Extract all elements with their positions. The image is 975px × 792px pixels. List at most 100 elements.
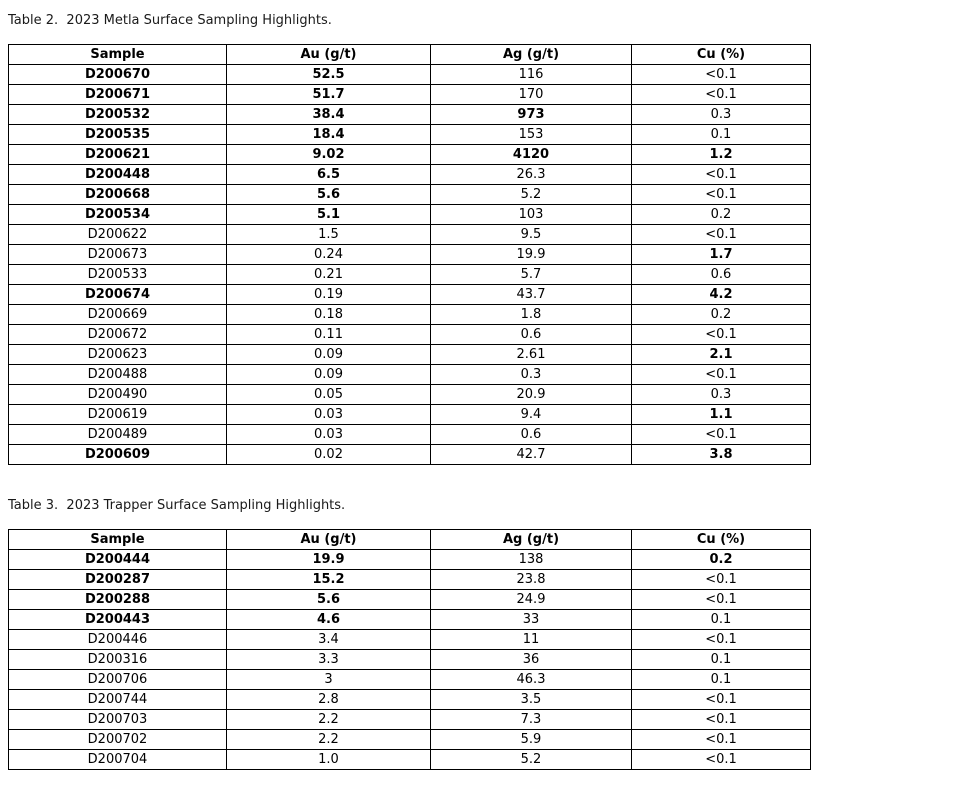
au-value-cell: 38.4 (226, 104, 431, 125)
table-section: Table 2. 2023 Metla Surface Sampling Hig… (8, 13, 967, 465)
ag-value-cell: 42.7 (430, 444, 632, 465)
cu-value-cell: <0.1 (631, 224, 811, 245)
table-row: D200532 38.4 973 0.3 (8, 104, 811, 125)
au-value-cell: 2.2 (226, 729, 431, 750)
cu-value-cell: 1.7 (631, 244, 811, 265)
au-value-cell: 0.24 (226, 244, 431, 265)
au-value-cell: 0.03 (226, 404, 431, 425)
ag-value-cell: 0.6 (430, 424, 632, 445)
ag-value-cell: 46.3 (430, 669, 632, 690)
cu-value-cell: <0.1 (631, 629, 811, 650)
document-page: Table 2. 2023 Metla Surface Sampling Hig… (8, 13, 967, 770)
cu-value-cell: 0.2 (631, 204, 811, 225)
table-row: D200744 2.8 3.5 <0.1 (8, 689, 811, 710)
au-value-cell: 0.03 (226, 424, 431, 445)
ag-value-cell: 23.8 (430, 569, 632, 590)
cu-value-cell: 0.1 (631, 609, 811, 630)
cu-value-cell: 2.1 (631, 344, 811, 365)
cu-value-cell: <0.1 (631, 64, 811, 85)
table-row: D200488 0.09 0.3 <0.1 (8, 364, 811, 385)
cu-value-cell: 0.1 (631, 649, 811, 670)
ag-value-cell: 19.9 (430, 244, 632, 265)
cu-value-cell: 1.1 (631, 404, 811, 425)
table-row: D200446 3.4 11 <0.1 (8, 629, 811, 650)
au-value-cell: 5.1 (226, 204, 431, 225)
column-header-au: Au (g/t) (226, 529, 431, 550)
ag-value-cell: 9.5 (430, 224, 632, 245)
table-row: D200668 5.6 5.2 <0.1 (8, 184, 811, 205)
cu-value-cell: 0.3 (631, 104, 811, 125)
cu-value-cell: 0.1 (631, 669, 811, 690)
au-value-cell: 9.02 (226, 144, 431, 165)
table-row: D200674 0.19 43.7 4.2 (8, 284, 811, 305)
sample-id-cell: D200669 (8, 304, 227, 325)
sample-id-cell: D200535 (8, 124, 227, 145)
au-value-cell: 5.6 (226, 184, 431, 205)
table-row: D200443 4.6 33 0.1 (8, 609, 811, 630)
sample-id-cell: D200609 (8, 444, 227, 465)
au-value-cell: 2.8 (226, 689, 431, 710)
ag-value-cell: 3.5 (430, 689, 632, 710)
ag-value-cell: 116 (430, 64, 632, 85)
sample-id-cell: D200488 (8, 364, 227, 385)
au-value-cell: 15.2 (226, 569, 431, 590)
table-row: D200619 0.03 9.4 1.1 (8, 404, 811, 425)
cu-value-cell: <0.1 (631, 729, 811, 750)
cu-value-cell: <0.1 (631, 569, 811, 590)
sample-id-cell: D200702 (8, 729, 227, 750)
sample-id-cell: D200444 (8, 549, 227, 570)
cu-value-cell: 3.8 (631, 444, 811, 465)
column-header-cu: Cu (%) (631, 44, 811, 65)
au-value-cell: 0.09 (226, 344, 431, 365)
ag-value-cell: 2.61 (430, 344, 632, 365)
au-value-cell: 5.6 (226, 589, 431, 610)
cu-value-cell: 1.2 (631, 144, 811, 165)
sample-id-cell: D200674 (8, 284, 227, 305)
sample-id-cell: D200532 (8, 104, 227, 125)
table-row: D200672 0.11 0.6 <0.1 (8, 324, 811, 345)
au-value-cell: 0.18 (226, 304, 431, 325)
table-row: D200316 3.3 36 0.1 (8, 649, 811, 670)
sample-id-cell: D200316 (8, 649, 227, 670)
column-header-ag: Ag (g/t) (430, 44, 632, 65)
table-title: Table 2. 2023 Metla Surface Sampling Hig… (8, 13, 332, 28)
header-row: Sample Au (g/t) Ag (g/t) Cu (%) (8, 529, 811, 550)
ag-value-cell: 11 (430, 629, 632, 650)
au-value-cell: 0.02 (226, 444, 431, 465)
sample-id-cell: D200621 (8, 144, 227, 165)
au-value-cell: 0.11 (226, 324, 431, 345)
table-title: Table 3. 2023 Trapper Surface Sampling H… (8, 498, 346, 513)
table-row: D200444 19.9 138 0.2 (8, 549, 811, 570)
ag-value-cell: 20.9 (430, 384, 632, 405)
ag-value-cell: 43.7 (430, 284, 632, 305)
sample-id-cell: D200443 (8, 609, 227, 630)
ag-value-cell: 170 (430, 84, 632, 105)
sample-id-cell: D200490 (8, 384, 227, 405)
cu-value-cell: 0.6 (631, 264, 811, 285)
data-table: Sample Au (g/t) Ag (g/t) Cu (%) D200444 19.9… (8, 529, 811, 770)
au-value-cell: 6.5 (226, 164, 431, 185)
table-row: D200623 0.09 2.61 2.1 (8, 344, 811, 365)
ag-value-cell: 24.9 (430, 589, 632, 610)
ag-value-cell: 5.9 (430, 729, 632, 750)
sample-id-cell: D200534 (8, 204, 227, 225)
au-value-cell: 1.0 (226, 749, 431, 770)
column-header-au: Au (g/t) (226, 44, 431, 65)
cu-value-cell: <0.1 (631, 184, 811, 205)
sample-id-cell: D200287 (8, 569, 227, 590)
ag-value-cell: 26.3 (430, 164, 632, 185)
sample-id-cell: D200446 (8, 629, 227, 650)
data-table: Sample Au (g/t) Ag (g/t) Cu (%) D200670 52.5… (8, 44, 811, 465)
au-value-cell: 3.4 (226, 629, 431, 650)
sample-id-cell: D200623 (8, 344, 227, 365)
au-value-cell: 52.5 (226, 64, 431, 85)
ag-value-cell: 7.3 (430, 709, 632, 730)
cu-value-cell: <0.1 (631, 424, 811, 445)
au-value-cell: 18.4 (226, 124, 431, 145)
sample-id-cell: D200673 (8, 244, 227, 265)
sample-id-cell: D200533 (8, 264, 227, 285)
table-row: D200702 2.2 5.9 <0.1 (8, 729, 811, 750)
cu-value-cell: <0.1 (631, 589, 811, 610)
ag-value-cell: 973 (430, 104, 632, 125)
ag-value-cell: 36 (430, 649, 632, 670)
